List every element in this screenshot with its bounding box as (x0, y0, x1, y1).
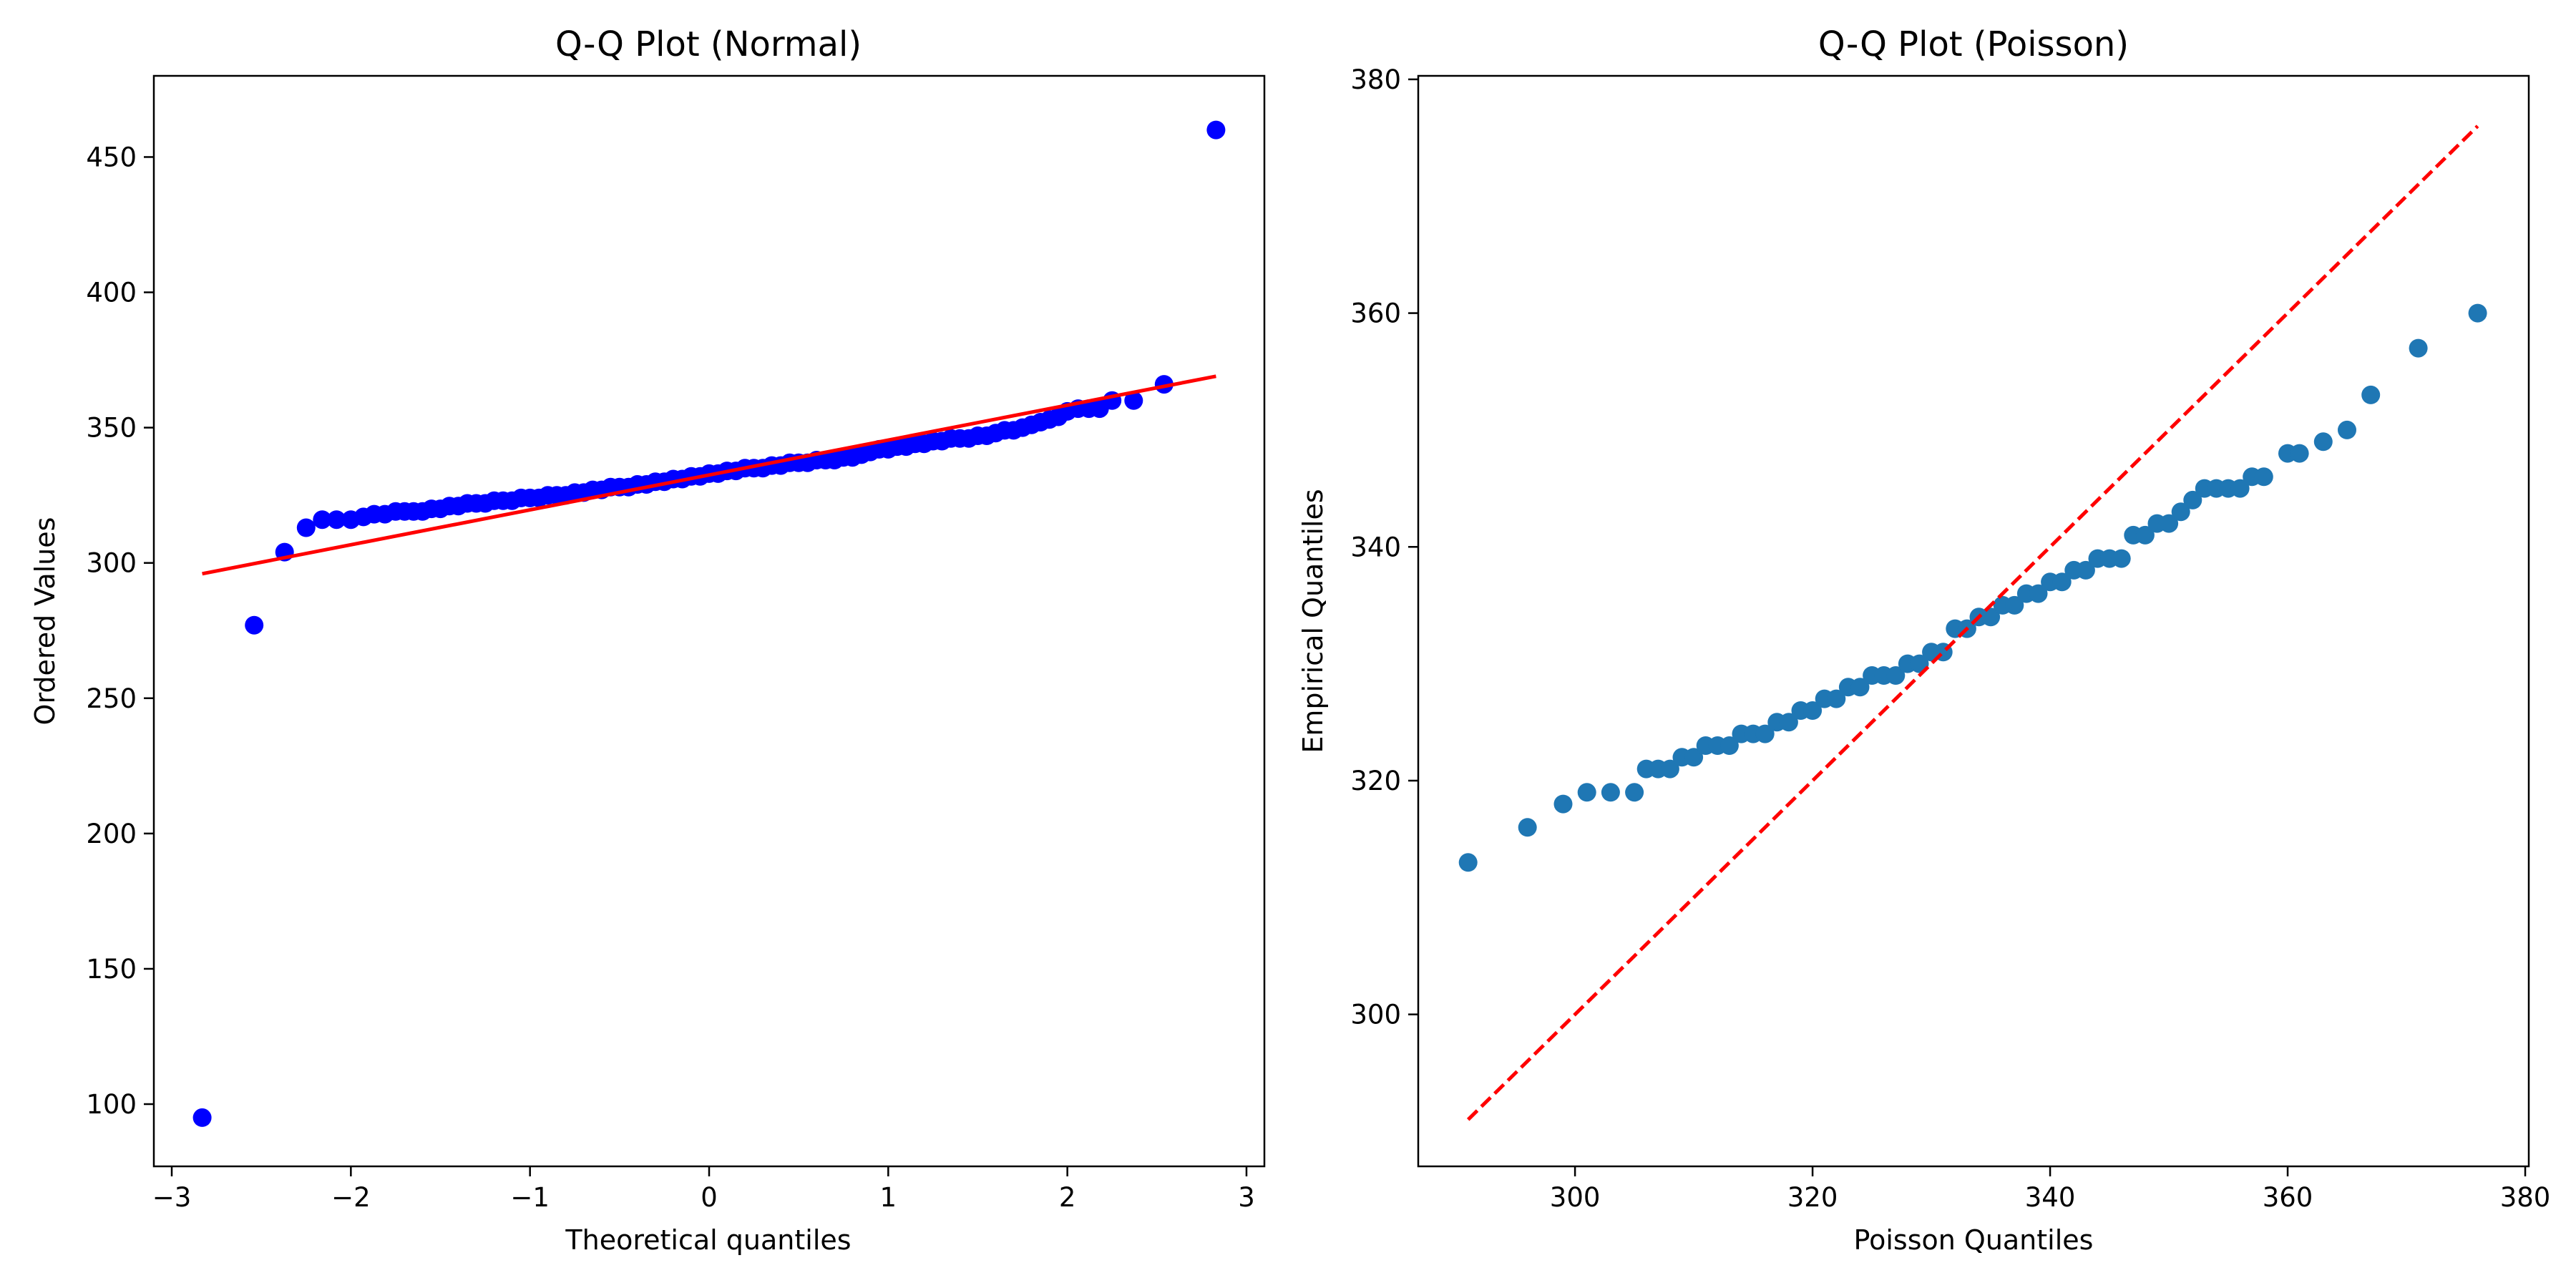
y-tick-label: 100 (86, 1089, 137, 1120)
data-point (2029, 584, 2048, 603)
x-axis-label: Theoretical quantiles (565, 1224, 851, 1256)
data-point (1719, 736, 1739, 755)
data-point (2005, 595, 2024, 615)
data-point (2076, 560, 2095, 580)
data-point (2290, 444, 2309, 463)
y-tick-label: 200 (86, 819, 137, 849)
data-point (2171, 502, 2190, 522)
plot-frame (1417, 74, 2530, 1168)
data-point (2313, 432, 2333, 452)
x-tick-label: 360 (2263, 1182, 2313, 1213)
data-point (2052, 572, 2072, 592)
plot-frame (152, 74, 1266, 1168)
x-tick-label: 3 (1238, 1182, 1255, 1213)
data-point (313, 510, 332, 530)
x-tick-label: 340 (2025, 1182, 2076, 1213)
chart-title: Q-Q Plot (Normal) (555, 24, 862, 64)
y-tick-label: 340 (1350, 532, 1401, 562)
plot-marks (192, 120, 1226, 1127)
data-point (1518, 818, 1537, 837)
x-tick-label: −1 (510, 1182, 550, 1213)
data-point (1886, 666, 1906, 685)
x-axis-ticks: 300 320 340 360 380 (1550, 1166, 2551, 1213)
y-tick-label: 400 (86, 278, 137, 308)
plot-marks (1458, 125, 2487, 1121)
x-tick-label: −3 (152, 1182, 192, 1213)
data-point (2254, 467, 2273, 487)
data-point (1660, 759, 1679, 779)
data-point (1803, 701, 1823, 720)
y-axis-ticks: 300 320 340 360 380 (1350, 64, 1418, 1030)
data-point (1981, 608, 2001, 627)
data-point (192, 1108, 212, 1127)
y-tick-label: 250 (86, 683, 137, 714)
data-point (2135, 525, 2155, 545)
chart-title: Q-Q Plot (Poisson) (1818, 24, 2129, 64)
data-point (2361, 385, 2381, 404)
data-point (1625, 783, 1644, 802)
data-point (1601, 783, 1620, 802)
reference-line (202, 374, 1216, 576)
x-tick-label: 2 (1059, 1182, 1076, 1213)
x-tick-label: −2 (331, 1182, 371, 1213)
data-point (2160, 514, 2179, 533)
y-tick-label: 450 (86, 142, 137, 172)
data-point (245, 615, 264, 635)
data-point (296, 518, 316, 537)
data-point (327, 510, 346, 530)
data-point (1684, 748, 1704, 767)
y-tick-label: 300 (1350, 1000, 1401, 1030)
data-point (1124, 391, 1143, 410)
y-axis-label: Empirical Quantiles (1297, 489, 1329, 753)
x-tick-label: 300 (1550, 1182, 1601, 1213)
x-tick-label: 320 (1787, 1182, 1838, 1213)
data-point (2409, 338, 2428, 358)
qq-poisson-panel: Q-Q Plot (Poisson) 300 320 340 360 380 300 32… (1297, 24, 2550, 1256)
y-axis-ticks: 100 150 200 250 300 350 400 450 (86, 142, 154, 1120)
x-axis-ticks: −3 −2 −1 0 1 2 3 (152, 1166, 1255, 1213)
y-axis-label: Ordered Values (29, 517, 61, 726)
y-tick-label: 300 (86, 548, 137, 579)
y-tick-label: 360 (1350, 298, 1401, 329)
qq-normal-panel: Q-Q Plot (Normal) −3 −2 −1 0 1 2 3 100 150 200 25… (29, 24, 1266, 1256)
x-tick-label: 0 (701, 1182, 718, 1213)
x-axis-label: Poisson Quantiles (1854, 1224, 2094, 1256)
y-tick-label: 350 (86, 413, 137, 444)
y-tick-label: 150 (86, 954, 137, 985)
data-point (1553, 794, 1573, 814)
data-point (2230, 479, 2250, 498)
data-point (2183, 490, 2202, 509)
data-point (1779, 713, 1798, 732)
y-tick-label: 320 (1350, 766, 1401, 796)
reference-line (1466, 125, 2479, 1121)
data-point (1827, 689, 1846, 708)
data-point (2338, 420, 2356, 439)
data-point (1755, 724, 1775, 743)
data-point (1458, 853, 1478, 872)
data-point (1206, 120, 1226, 140)
data-point (1577, 783, 1596, 802)
data-point (2468, 303, 2487, 323)
data-point (2112, 549, 2131, 568)
y-tick-label: 380 (1350, 64, 1401, 95)
data-point (1850, 678, 1870, 697)
x-tick-label: 380 (2500, 1182, 2551, 1213)
x-tick-label: 1 (880, 1182, 897, 1213)
